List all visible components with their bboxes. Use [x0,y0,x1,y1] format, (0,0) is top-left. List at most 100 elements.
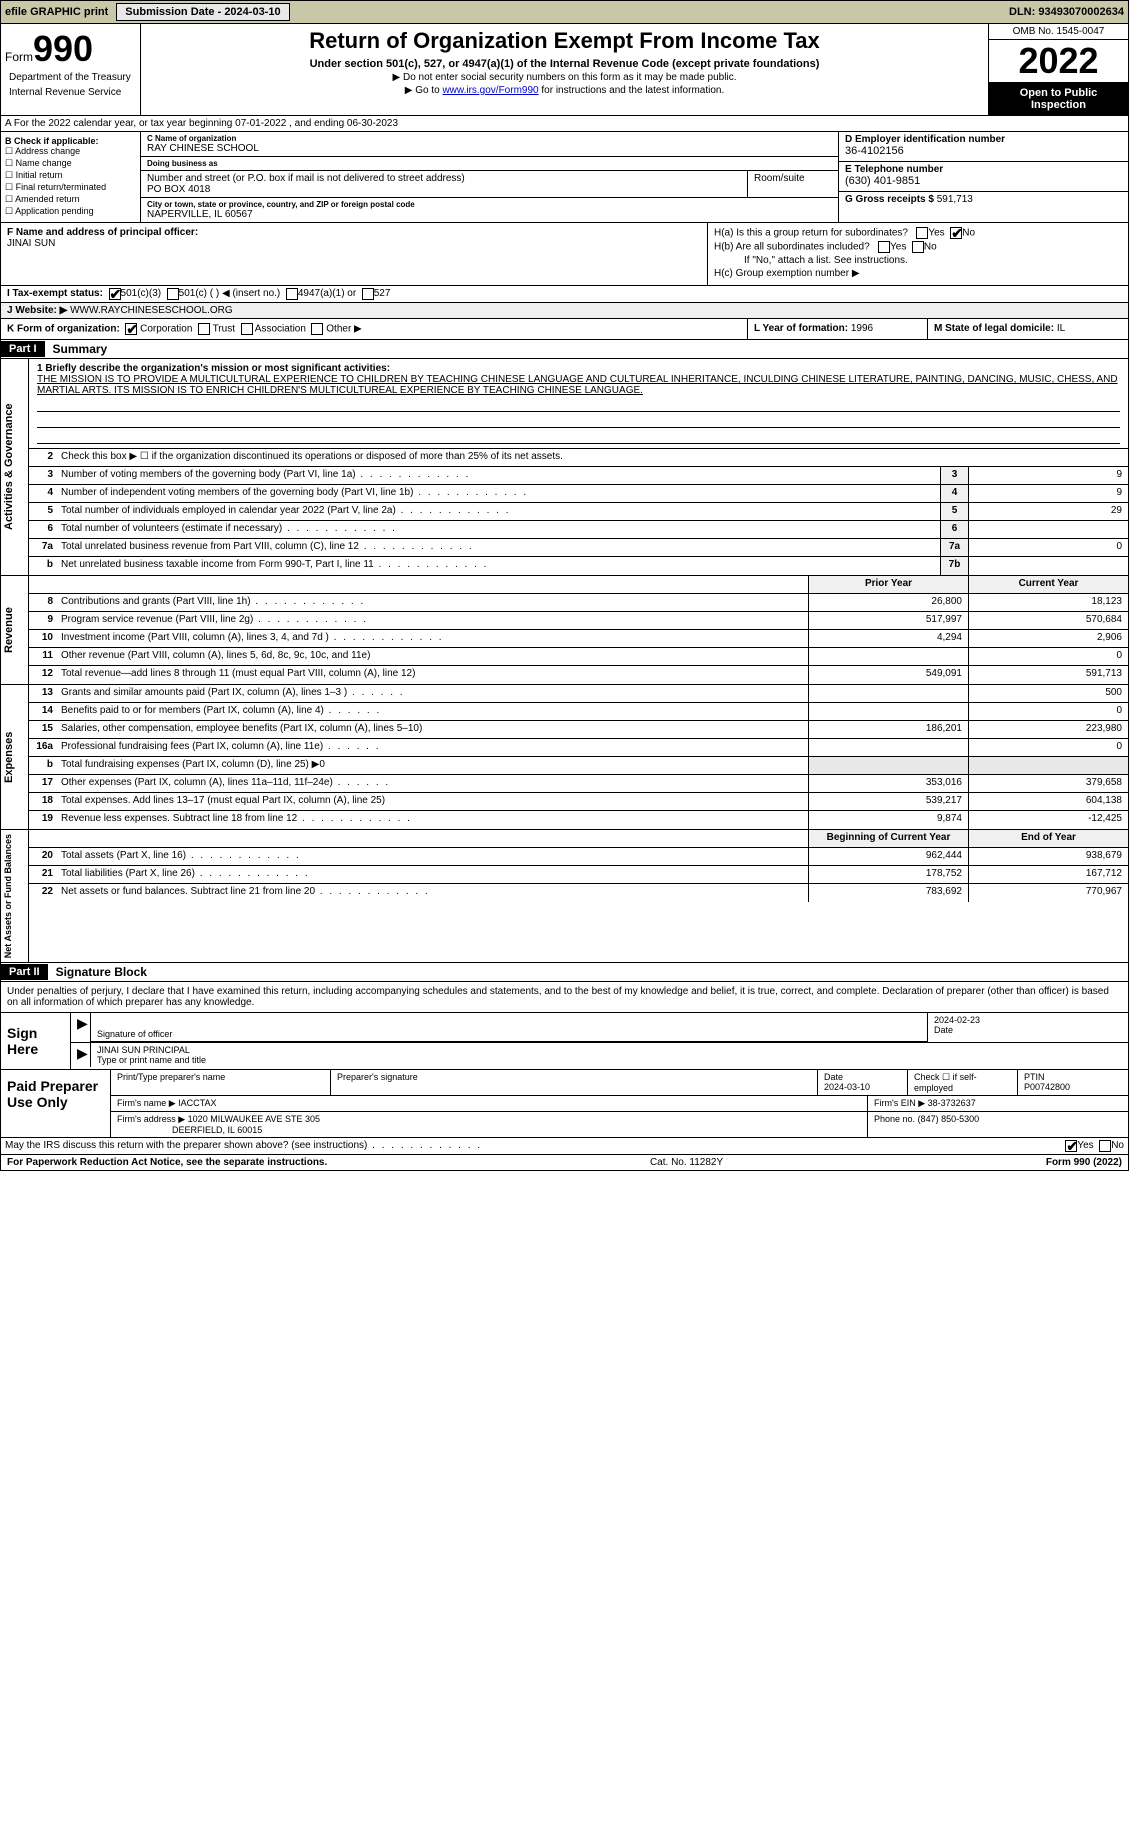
line14-p [808,703,968,720]
discuss-row: May the IRS discuss this return with the… [0,1138,1129,1155]
line19-p: 9,874 [808,811,968,829]
expenses-section: Expenses 13Grants and similar amounts pa… [0,685,1129,830]
chk-527[interactable] [362,288,374,300]
ein-value: 36-4102156 [845,145,1122,157]
chk-address-change[interactable]: ☐ Address change [5,146,136,157]
firm-name-label: Firm's name ▶ [117,1098,176,1108]
mission-blank-3 [37,430,1120,444]
chk-501c3[interactable] [109,288,121,300]
chk-assoc[interactable] [241,323,253,335]
part1-badge: Part I [1,341,45,357]
firm-ein-label: Firm's EIN ▶ [874,1098,925,1108]
chk-name-change[interactable]: ☐ Name change [5,158,136,169]
begin-year-hdr: Beginning of Current Year [808,830,968,847]
row-f-h: F Name and address of principal officer:… [0,223,1129,286]
ssn-note: ▶ Do not enter social security numbers o… [149,72,980,83]
paid-preparer-label: Paid Preparer Use Only [1,1070,111,1137]
discuss-no-checkbox[interactable] [1099,1140,1111,1152]
irs-link[interactable]: www.irs.gov/Form990 [442,85,538,96]
line3-val: 9 [968,467,1128,484]
line10: Investment income (Part VIII, column (A)… [57,630,808,647]
line16b-p [808,757,968,774]
row-k-l-m: K Form of organization: Corporation Trus… [0,319,1129,340]
prep-date-value: 2024-03-10 [824,1082,870,1092]
line13: Grants and similar amounts paid (Part IX… [57,685,808,702]
line15-c: 223,980 [968,721,1128,738]
line17-c: 379,658 [968,775,1128,792]
omb-number: OMB No. 1545-0047 [989,24,1128,40]
line8-c: 18,123 [968,594,1128,611]
current-year-hdr: Current Year [968,576,1128,593]
topbar: efile GRAPHIC print Submission Date - 20… [0,0,1129,24]
part1-header: Part I Summary [0,340,1129,359]
col-d-e-g: D Employer identification number 36-4102… [838,132,1128,222]
chk-initial-return[interactable]: ☐ Initial return [5,170,136,181]
line9: Program service revenue (Part VIII, line… [57,612,808,629]
state-domicile: IL [1057,323,1065,334]
chk-label: Final return/terminated [16,182,107,192]
vtab-revenue: Revenue [1,576,29,684]
line9-c: 570,684 [968,612,1128,629]
submission-date-button[interactable]: Submission Date - 2024-03-10 [116,3,289,21]
chk-label: Name change [16,158,72,168]
form-header: Form990 Department of the Treasury Inter… [0,24,1129,116]
line16a-c: 0 [968,739,1128,756]
line16a: Professional fundraising fees (Part IX, … [57,739,808,756]
chk-label: Address change [15,146,80,156]
footer-mid: Cat. No. 11282Y [650,1157,723,1168]
chk-corp[interactable] [125,323,137,335]
hb-yes-checkbox[interactable] [878,241,890,253]
line2: Check this box ▶ ☐ if the organization d… [57,449,1128,466]
chk-501c[interactable] [167,288,179,300]
goto-pre: ▶ Go to [405,85,443,96]
form-subtitle: Under section 501(c), 527, or 4947(a)(1)… [149,58,980,70]
opt-4947: 4947(a)(1) or [298,288,356,300]
line11: Other revenue (Part VIII, column (A), li… [57,648,808,665]
line7a: Total unrelated business revenue from Pa… [57,539,940,556]
footer: For Paperwork Reduction Act Notice, see … [0,1155,1129,1171]
street-label: Number and street (or P.O. box if mail i… [147,173,741,184]
opt-other: Other ▶ [326,324,361,335]
chk-other[interactable] [311,323,323,335]
chk-app-pending[interactable]: ☐ Application pending [5,206,136,217]
prep-date-label: Date [824,1072,843,1082]
net-assets-section: Net Assets or Fund Balances Beginning of… [0,830,1129,963]
line12: Total revenue—add lines 8 through 11 (mu… [57,666,808,684]
sig-intro: Under penalties of perjury, I declare th… [0,982,1129,1013]
firm-name: IACCTAX [178,1098,216,1108]
chk-final-return[interactable]: ☐ Final return/terminated [5,182,136,193]
org-name: RAY CHINESE SCHOOL [147,143,832,154]
arrow-icon: ▶ [77,1045,88,1061]
street-value: PO BOX 4018 [147,184,741,195]
hb-no-checkbox[interactable] [912,241,924,253]
chk-label: Application pending [15,206,94,216]
ha-yes-checkbox[interactable] [916,227,928,239]
chk-label: Initial return [16,170,63,180]
chk-4947[interactable] [286,288,298,300]
line14: Benefits paid to or for members (Part IX… [57,703,808,720]
ptin-value: P00742800 [1024,1082,1070,1092]
irs-label: Internal Revenue Service [5,85,136,100]
sign-here-block: Sign Here ▶ Signature of officer 2024-02… [0,1013,1129,1070]
line10-c: 2,906 [968,630,1128,647]
form-prefix: Form [5,50,33,64]
sig-name-value: JINAI SUN PRINCIPAL [97,1045,1122,1055]
firm-city: DEERFIELD, IL 60015 [172,1125,262,1135]
line21-c: 167,712 [968,866,1128,883]
chk-trust[interactable] [198,323,210,335]
yes-label: Yes [890,242,906,253]
mission-label: 1 Briefly describe the organization's mi… [37,363,1120,374]
ha-no-checkbox[interactable] [950,227,962,239]
h-a: H(a) Is this a group return for subordin… [714,227,1122,239]
opt-trust: Trust [213,324,235,335]
mission-block: 1 Briefly describe the organization's mi… [29,359,1128,449]
chk-amended[interactable]: ☐ Amended return [5,194,136,205]
dba-label: Doing business as [147,159,832,168]
opt-501c: 501(c) ( ) ◀ (insert no.) [179,288,281,300]
sig-officer-label: Signature of officer [97,1029,921,1039]
yes-label: Yes [928,228,944,239]
website-label: J Website: ▶ [7,305,70,316]
discuss-yes-checkbox[interactable] [1065,1140,1077,1152]
line8: Contributions and grants (Part VIII, lin… [57,594,808,611]
website-value: WWW.RAYCHINESESCHOOL.ORG [70,305,233,316]
